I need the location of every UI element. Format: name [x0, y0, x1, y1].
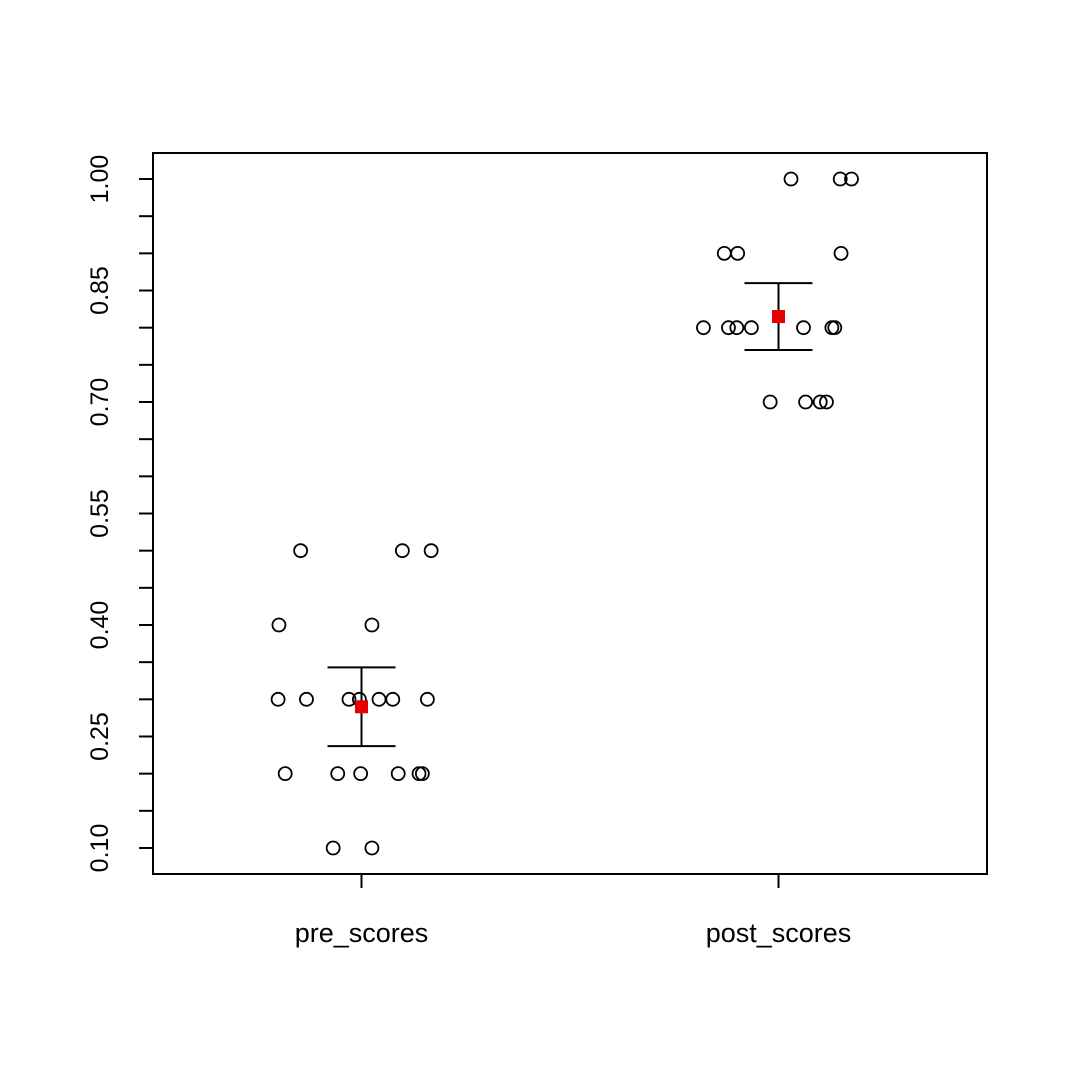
y-tick-label: 0.70	[86, 378, 114, 427]
data-point	[762, 394, 778, 410]
data-point	[385, 691, 401, 707]
data-point	[364, 617, 380, 633]
data-point	[277, 766, 293, 782]
data-point	[844, 171, 859, 187]
data-point	[832, 171, 848, 187]
y-tick-label: 0.40	[86, 601, 114, 650]
y-tick-label: 1.00	[86, 155, 114, 204]
data-point	[341, 691, 357, 707]
mean-markers	[355, 310, 785, 714]
y-tick-label: 0.25	[86, 712, 114, 761]
y-tick-label: 0.85	[86, 266, 114, 315]
data-point	[364, 840, 380, 856]
data-point	[394, 543, 410, 559]
error-bars	[327, 282, 813, 748]
mean-marker	[772, 310, 785, 324]
data-point	[696, 320, 711, 336]
data-point	[729, 320, 745, 336]
data-point	[293, 543, 309, 559]
data-point	[819, 394, 834, 410]
data-point	[833, 245, 849, 261]
data-point	[325, 840, 341, 856]
mean-marker	[355, 700, 368, 714]
data-point	[353, 766, 369, 782]
data-point	[390, 766, 406, 782]
y-tick-label: 0.10	[86, 824, 114, 873]
data-points	[270, 171, 859, 856]
data-point	[419, 691, 435, 707]
y-tick-label: 0.55	[86, 489, 114, 538]
data-point	[798, 394, 814, 410]
x-tick-label: post_scores	[706, 918, 852, 948]
data-point	[414, 766, 430, 782]
data-point	[730, 245, 746, 261]
data-point	[796, 320, 811, 336]
data-point	[812, 394, 828, 410]
data-point	[783, 171, 799, 187]
data-point	[330, 766, 346, 782]
data-point	[827, 320, 843, 336]
x-axis: pre_scores post_scores	[295, 874, 852, 948]
data-point	[271, 617, 287, 633]
data-point	[270, 691, 286, 707]
x-tick-label: pre_scores	[295, 918, 429, 948]
data-point	[743, 320, 759, 336]
y-axis: 0.10 0.25 0.40 0.55 0.70 0.85 1.00	[86, 155, 153, 873]
data-point	[423, 543, 439, 559]
data-point	[721, 320, 736, 336]
data-point	[299, 691, 314, 707]
